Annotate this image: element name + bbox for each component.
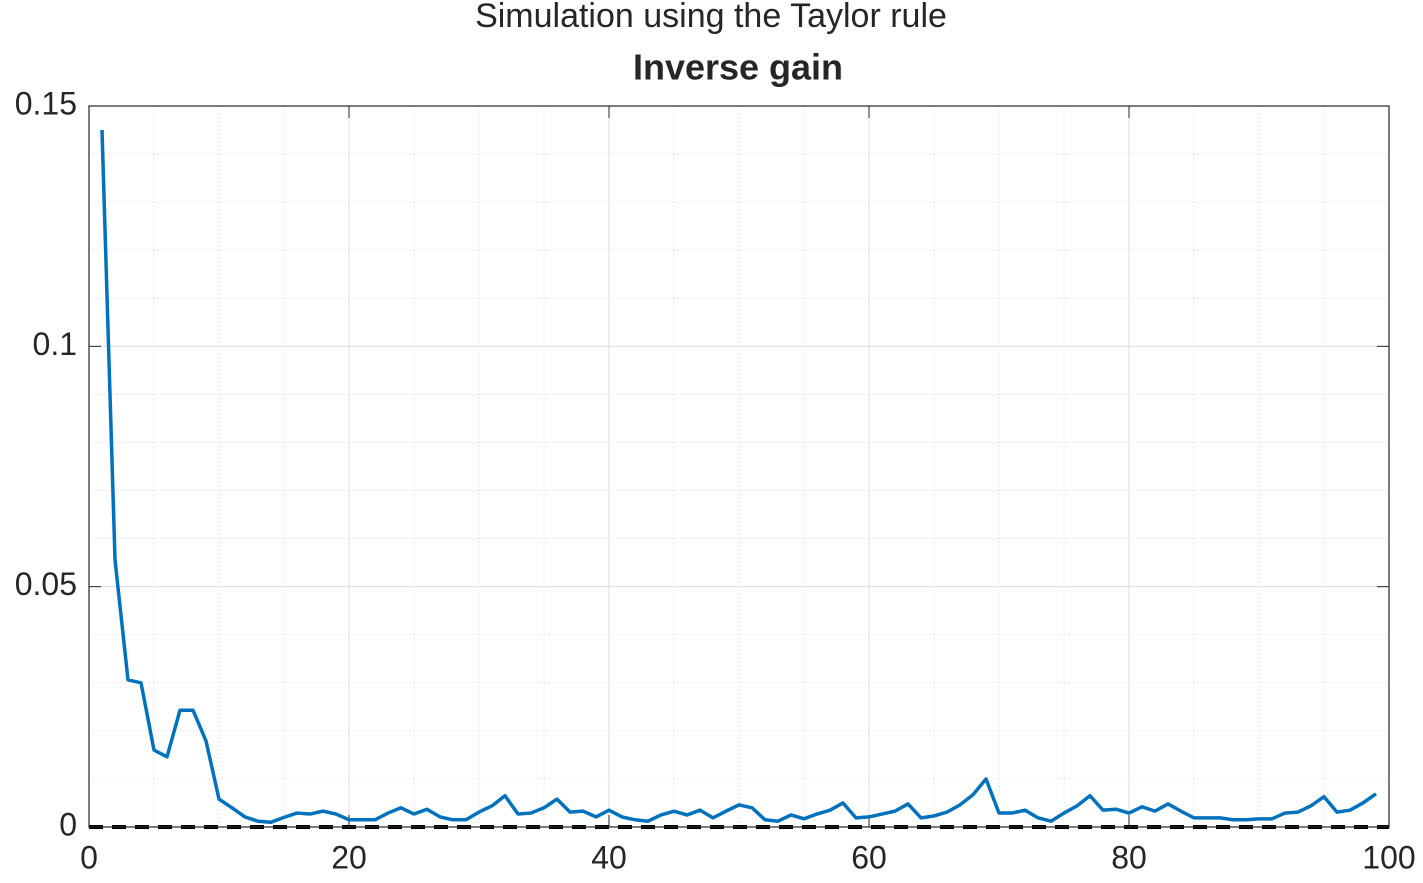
- x-tick-label: 80: [1111, 839, 1147, 875]
- y-tick-label: 0.15: [15, 85, 77, 121]
- y-tick-label: 0: [59, 806, 77, 842]
- chart-title: Inverse gain: [633, 47, 843, 88]
- x-tick-label: 60: [851, 839, 887, 875]
- x-tick-label: 0: [80, 839, 98, 875]
- y-tick-label: 0.1: [33, 326, 77, 362]
- y-tick-label: 0.05: [15, 566, 77, 602]
- x-tick-label: 40: [591, 839, 627, 875]
- axes-box: [88, 105, 1390, 828]
- suptitle: Simulation using the Taylor rule: [475, 0, 947, 35]
- x-tick-label: 100: [1362, 839, 1415, 875]
- x-tick-label: 20: [331, 839, 367, 875]
- data-line: [100, 129, 1378, 824]
